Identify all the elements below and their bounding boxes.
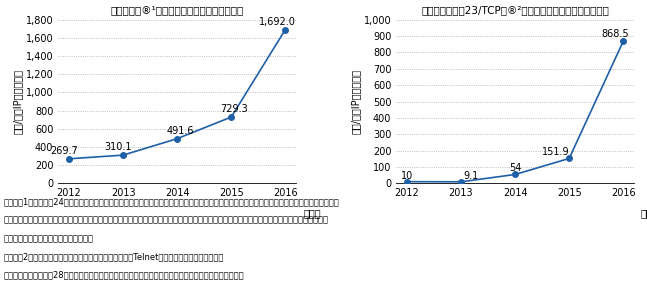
Text: サーのこと。本センサーでは、各種攻撃を試みるための探索行為を含む、通常のインターネット利用では想定されない接続情報等を検: サーのこと。本センサーでは、各種攻撃を試みるための探索行為を含む、通常のインター… (3, 216, 328, 225)
Y-axis label: （件/日・IPアドレス）: （件/日・IPアドレス） (351, 69, 361, 134)
Text: （注）　1　警察庁が24時間体制で運用しているリアルタイム検知ネットワークシステムにおいて、インターネットとの接続点に設置しているセン: （注） 1 警察庁が24時間体制で運用しているリアルタイム検知ネットワークシステ… (3, 197, 339, 206)
Text: 2　コマンドの入力により遠隔制御を可能にするTelnetサービスで使用されるポート: 2 コマンドの入力により遠隔制御を可能にするTelnetサービスで使用されるポー… (3, 252, 224, 261)
Title: 【宛先ポート「23/TCP」®²に対するアクセス件数の推移】: 【宛先ポート「23/TCP」®²に対するアクセス件数の推移】 (421, 5, 609, 15)
Text: 491.6: 491.6 (166, 126, 193, 136)
Text: （年）: （年） (303, 208, 321, 218)
Text: 9.1: 9.1 (463, 171, 478, 181)
Text: 868.5: 868.5 (601, 29, 629, 39)
Text: 54: 54 (509, 164, 521, 173)
Title: 【センサー®¹に対するアクセス件数の推移】: 【センサー®¹に対するアクセス件数の推移】 (111, 5, 244, 15)
Text: 知し、集約・分析している。: 知し、集約・分析している。 (3, 234, 93, 243)
Text: 151.9: 151.9 (542, 147, 569, 157)
Text: 1,692.0: 1,692.0 (259, 17, 296, 27)
Text: 729.3: 729.3 (220, 104, 248, 114)
Text: （年）: （年） (641, 208, 647, 218)
Y-axis label: （件/日・IPアドレス）: （件/日・IPアドレス） (13, 69, 23, 134)
Text: 資料）　警察庁「平成28年中におけるサイバー空間をめぐる脅威の情勢等について」より国土交通省作成: 資料） 警察庁「平成28年中におけるサイバー空間をめぐる脅威の情勢等について」よ… (3, 271, 244, 280)
Text: 269.7: 269.7 (50, 146, 78, 156)
Text: 310.1: 310.1 (104, 142, 131, 152)
Text: 10: 10 (400, 171, 413, 181)
